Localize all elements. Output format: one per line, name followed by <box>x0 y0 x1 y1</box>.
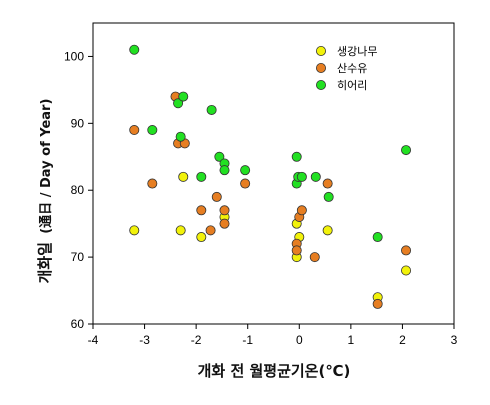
data-point-series-3 <box>196 171 207 182</box>
data-point-series-2 <box>372 298 383 309</box>
x-tick-label: 2 <box>399 333 406 347</box>
x-axis-title: 개화 전 월평균기온(℃) <box>198 362 351 380</box>
x-tick-label: -1 <box>242 333 253 347</box>
data-point-series-2 <box>147 178 158 189</box>
x-tick-label: 0 <box>296 333 303 347</box>
plot-frame <box>92 22 455 325</box>
y-tick-label: 90 <box>71 116 85 130</box>
data-point-series-3 <box>291 151 302 162</box>
x-tick-label: 1 <box>348 333 355 347</box>
data-point-series-3 <box>147 125 158 136</box>
x-tick-label: -2 <box>191 333 202 347</box>
legend-label: 산수유 <box>337 62 367 75</box>
data-point-series-1 <box>196 232 207 243</box>
x-tick-label: -4 <box>88 333 99 347</box>
data-point-series-3 <box>401 145 412 156</box>
y-axis-title-main: 개화일 <box>36 242 54 283</box>
data-point-series-3 <box>240 165 251 176</box>
data-point-series-2 <box>291 245 302 256</box>
y-tick-label: 80 <box>71 183 85 197</box>
data-point-series-2 <box>296 205 307 216</box>
data-point-series-2 <box>219 205 230 216</box>
legend-marker <box>315 46 326 57</box>
data-points <box>129 44 412 309</box>
data-point-series-2 <box>211 191 222 202</box>
data-point-series-2 <box>205 225 216 236</box>
data-point-series-2 <box>309 252 320 263</box>
data-point-series-3 <box>310 171 321 182</box>
data-point-series-2 <box>219 218 230 229</box>
data-point-series-3 <box>175 131 186 142</box>
x-tick-label: -3 <box>139 333 150 347</box>
x-tick-label: 3 <box>451 333 458 347</box>
data-point-series-2 <box>240 178 251 189</box>
legend-marker <box>315 80 326 91</box>
data-point-series-2 <box>196 205 207 216</box>
data-point-series-3 <box>178 91 189 102</box>
data-point-series-3 <box>372 232 383 243</box>
data-point-series-3 <box>296 171 307 182</box>
legend-label: 생강나무 <box>337 45 377 58</box>
plot-border <box>92 22 455 325</box>
y-axis-title-sub: (通日 / Day of Year) <box>38 99 54 234</box>
data-point-series-1 <box>322 225 333 236</box>
data-point-series-3 <box>219 165 230 176</box>
data-point-series-1 <box>175 225 186 236</box>
data-point-series-3 <box>206 104 217 115</box>
y-tick-label: 100 <box>64 49 84 63</box>
data-point-series-1 <box>129 225 140 236</box>
legend-label: 히어리 <box>337 78 367 92</box>
data-point-series-2 <box>322 178 333 189</box>
data-point-series-3 <box>214 151 225 162</box>
legend-marker <box>315 63 326 74</box>
y-tick-label: 70 <box>71 250 85 264</box>
y-tick-label: 60 <box>71 317 85 331</box>
axis-ticks: -4 -3 -2 -1 0 1 2 3 60 70 80 90 100 <box>64 49 458 347</box>
data-point-series-2 <box>129 125 140 136</box>
data-point-series-2 <box>401 245 412 256</box>
data-point-series-3 <box>173 98 184 109</box>
data-point-series-1 <box>178 171 189 182</box>
y-axis-title: 개화일 (通日 / Day of Year) <box>36 99 54 284</box>
data-point-series-1 <box>401 265 412 276</box>
data-point-series-3 <box>323 191 334 202</box>
data-point-series-3 <box>129 44 140 55</box>
